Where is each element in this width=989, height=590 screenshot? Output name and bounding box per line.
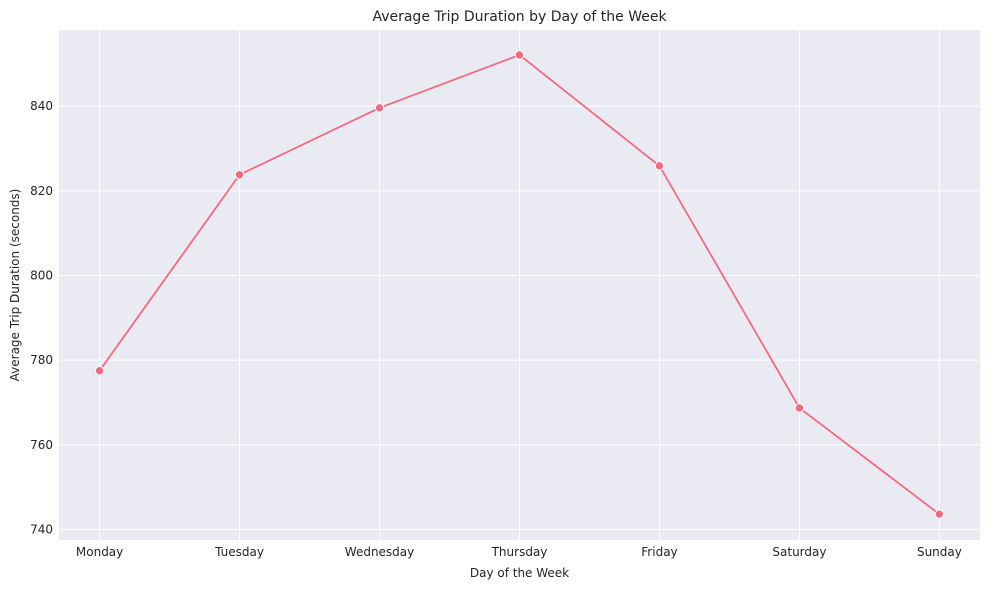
data-point: [514, 50, 525, 60]
y-tick-label: 820: [30, 184, 53, 198]
data-point: [654, 161, 665, 171]
x-tick-label: Monday: [76, 545, 123, 559]
x-tick-label: Saturday: [772, 545, 826, 559]
x-tick-label: Thursday: [491, 545, 548, 559]
data-point: [94, 366, 105, 376]
y-tick-label: 740: [30, 522, 53, 536]
y-tick-label: 840: [30, 99, 53, 113]
data-point: [934, 509, 945, 519]
series-layer: [94, 50, 945, 519]
grid-lines: [59, 30, 980, 540]
y-tick-label: 760: [30, 438, 53, 452]
data-point: [794, 403, 805, 413]
x-axis-label: Day of the Week: [470, 566, 569, 580]
data-point: [234, 170, 245, 180]
chart-title: Average Trip Duration by Day of the Week: [372, 9, 667, 25]
y-axis-label: Average Trip Duration (seconds): [8, 189, 22, 382]
x-tick-label: Friday: [641, 545, 677, 559]
x-axis-ticks: Monday Tuesday Wednesday Thursday Friday Satu…: [76, 545, 962, 559]
x-tick-label: Sunday: [917, 545, 962, 559]
x-tick-label: Tuesday: [214, 545, 264, 559]
y-tick-label: 800: [30, 268, 53, 282]
y-tick-label: 780: [30, 353, 53, 367]
x-tick-label: Wednesday: [345, 545, 414, 559]
data-point: [374, 103, 385, 113]
y-axis-ticks: 740 760 780 800 820 840: [30, 99, 53, 536]
